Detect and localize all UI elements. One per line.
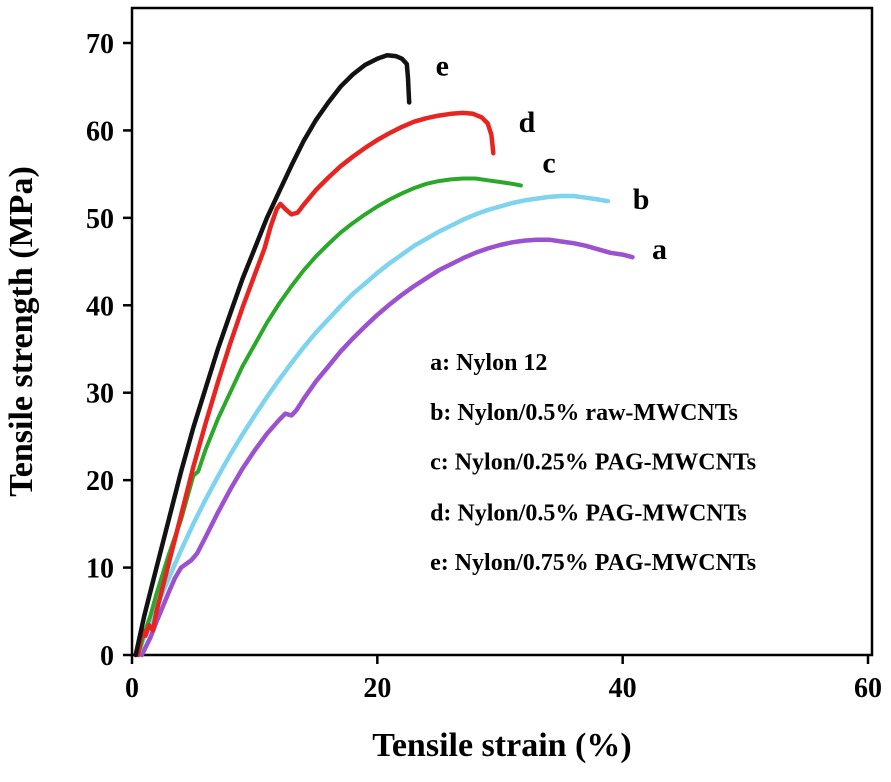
y-tick-label: 20 bbox=[86, 466, 114, 497]
y-tick-label: 60 bbox=[86, 116, 114, 147]
x-tick-label: 0 bbox=[125, 673, 139, 704]
y-tick-label: 0 bbox=[100, 641, 114, 672]
curve-label-c: c bbox=[542, 146, 555, 179]
curve-d bbox=[135, 110, 496, 658]
curve-label-e: e bbox=[436, 49, 449, 82]
curve-e bbox=[133, 52, 412, 658]
legend-line-4: d: Nylon/0.5% PAG-MWCNTs bbox=[430, 500, 747, 526]
legend-line-1: a: Nylon 12 bbox=[430, 350, 547, 376]
curve-label-a: a bbox=[652, 233, 667, 266]
y-tick-label: 70 bbox=[86, 29, 114, 60]
curve-b bbox=[135, 193, 611, 658]
x-axis-title: Tensile strain (%) bbox=[372, 727, 631, 764]
legend-line-5: e: Nylon/0.75% PAG-MWCNTs bbox=[430, 550, 756, 576]
legend-line-3: c: Nylon/0.25% PAG-MWCNTs bbox=[430, 450, 756, 476]
curve-label-b: b bbox=[633, 183, 650, 216]
curve-a bbox=[139, 237, 635, 658]
x-tick-label: 40 bbox=[609, 673, 637, 704]
y-axis-title: Tensile strength (MPa) bbox=[3, 166, 40, 497]
legend-line-2: b: Nylon/0.5% raw-MWCNTs bbox=[430, 400, 738, 426]
plot-frame bbox=[130, 6, 874, 657]
x-tick-label: 20 bbox=[363, 673, 391, 704]
y-tick-label: 30 bbox=[86, 379, 114, 410]
curve-label-d: d bbox=[519, 106, 536, 139]
y-tick-label: 50 bbox=[86, 204, 114, 235]
y-tick-label: 10 bbox=[86, 554, 114, 585]
y-tick-label: 40 bbox=[86, 291, 114, 322]
x-tick-label: 60 bbox=[854, 673, 882, 704]
